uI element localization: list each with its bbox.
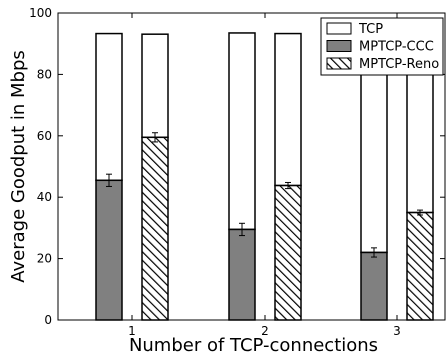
bar-mptcp-reno-2 xyxy=(274,184,302,321)
y-axis-label: Average Goodput in Mbps xyxy=(8,50,29,283)
axes-layer: 1 2 3 0 20 40 60 80 100 Number of TCP-connections… xyxy=(8,6,445,356)
bar-mptcp-ccc-3 xyxy=(360,251,388,321)
bar-tcp-mptcp-ccc-1 xyxy=(95,32,123,182)
bar-mptcp-ccc-1 xyxy=(95,179,123,321)
y-tick-label: 0 xyxy=(44,313,52,327)
y-tick-label: 40 xyxy=(37,190,52,204)
y-tick-label: 100 xyxy=(29,6,52,20)
bars-layer xyxy=(95,32,434,321)
y-tick-label: 20 xyxy=(37,252,52,266)
bar-tcp-mptcp-reno-1 xyxy=(141,33,169,139)
y-tick-label: 60 xyxy=(37,129,52,143)
x-tick-label: 2 xyxy=(261,324,269,338)
bar-mptcp-reno-3 xyxy=(406,211,434,321)
y-tick-label: 80 xyxy=(37,67,52,81)
legend-swatch-mptcp-reno xyxy=(326,57,352,70)
legend-label-mptcp-reno: MPTCP-Reno xyxy=(359,57,439,72)
x-tick-label: 3 xyxy=(393,324,401,338)
x-tick-label: 1 xyxy=(128,324,136,338)
x-axis-label: Number of TCP-connections xyxy=(129,335,378,356)
bar-tcp-mptcp-reno-2 xyxy=(274,32,302,187)
bar-mptcp-reno-1 xyxy=(141,136,169,321)
legend-swatch-tcp xyxy=(326,22,352,35)
bar-tcp-mptcp-ccc-2 xyxy=(228,32,256,231)
legend-swatch-mptcp-ccc xyxy=(326,40,352,52)
legend: TCP MPTCP-CCC MPTCP-Reno xyxy=(320,17,444,76)
legend-label-mptcp-ccc: MPTCP-CCC xyxy=(359,40,434,55)
plot-frame xyxy=(57,12,446,321)
legend-label-tcp: TCP xyxy=(358,22,383,37)
bar-mptcp-ccc-2 xyxy=(228,228,256,321)
